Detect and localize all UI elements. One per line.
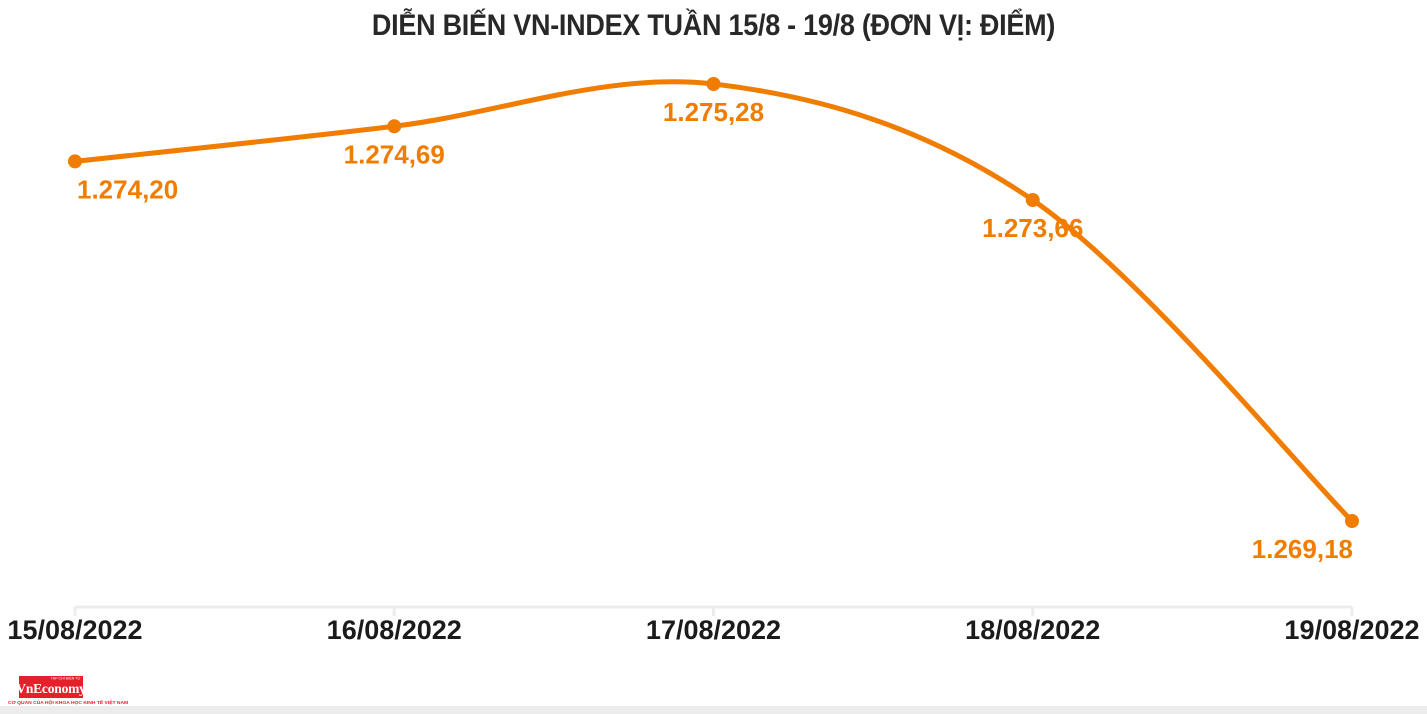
data-point [706,77,721,91]
data-point [1345,514,1359,528]
x-axis: 15/08/2022 16/08/2022 17/08/2022 18/08/2022… [0,615,1427,655]
trend-line [72,79,1355,524]
vneconomy-logo: TẠP CHÍ ĐIỆN TỬ VnEconomy CƠ QUAN CỦA HỘ… [8,676,128,705]
value-label: 1.273,66 [982,213,1083,243]
x-axis-label: 17/08/2022 [645,615,782,645]
value-label: 1.274,69 [344,139,445,169]
logo-small-text: TẠP CHÍ ĐIỆN TỬ [51,676,81,681]
value-label: 1.274,20 [77,174,178,204]
chart-title: DIỄN BIẾN VN-INDEX TUẦN 15/8 - 19/8 (ĐƠN… [371,9,1056,42]
x-axis-label: 19/08/2022 [1284,615,1420,645]
x-axis-label: 15/08/2022 [7,615,143,645]
x-axis-label: 16/08/2022 [326,615,462,645]
data-point [387,119,402,134]
line-chart-canvas: 1.274,20 1.274,69 1.275,28 1.273,66 1.269,18 [68,77,1359,616]
logo-text: VnEconomy [16,681,86,696]
data-point [68,154,82,169]
logo-box: TẠP CHÍ ĐIỆN TỬ VnEconomy [16,676,86,698]
logo-tagline: CƠ QUAN CỦA HỘI KHOA HỌC KINH TẾ VIỆT NA… [8,699,129,705]
bottom-strip [0,706,1427,714]
data-point [1025,193,1040,208]
value-label: 1.269,18 [1252,534,1353,564]
value-label: 1.275,28 [663,97,764,127]
x-axis-label: 18/08/2022 [965,615,1101,645]
